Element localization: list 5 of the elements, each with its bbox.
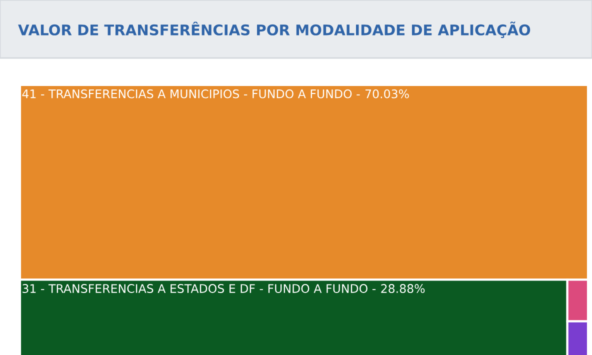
- data-label: 70.03%: [365, 89, 409, 98]
- category-label: 41 - TRANSFERENCIAS A MUNICIPIOS - FUNDO A FUNDO -: [22, 89, 360, 98]
- text: VALOR DE TRANSFERÊNCIAS POR MODALIDADE DE APLICAÇÃO: [18, 22, 530, 38]
- data-label: 28.88%: [381, 284, 425, 293]
- category-label: 31 - TRANSFERENCIAS A ESTADOS E DF - FUNDO A FUNDO -: [22, 284, 376, 293]
